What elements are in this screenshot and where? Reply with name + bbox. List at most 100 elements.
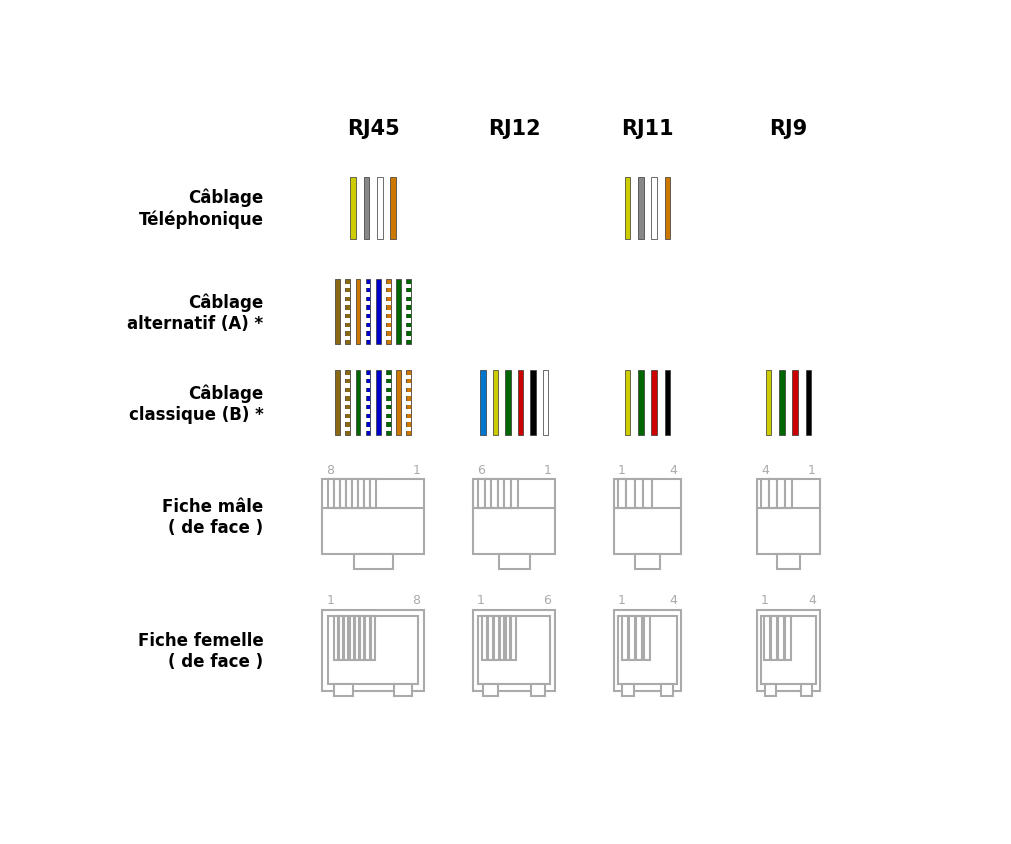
Bar	[406, 384, 411, 388]
Bar	[625, 371, 630, 436]
Bar	[323, 610, 425, 691]
Bar	[396, 371, 401, 436]
Bar	[346, 419, 350, 423]
Bar	[406, 401, 411, 406]
Bar	[651, 177, 657, 240]
Bar	[506, 371, 511, 436]
Bar	[625, 177, 630, 240]
Bar	[473, 480, 555, 555]
Bar	[346, 427, 350, 431]
Bar	[386, 301, 391, 306]
Bar	[406, 376, 411, 380]
Bar	[406, 280, 411, 345]
Bar	[323, 480, 425, 555]
Bar	[335, 480, 341, 508]
Bar	[406, 410, 411, 414]
Bar	[386, 384, 391, 388]
Bar	[664, 177, 670, 240]
Bar	[386, 376, 391, 380]
Bar	[364, 480, 370, 508]
Bar	[346, 327, 350, 332]
Bar	[518, 371, 524, 436]
Bar	[366, 293, 370, 297]
Bar	[473, 610, 555, 691]
Bar	[341, 480, 347, 508]
Bar	[793, 371, 798, 436]
Text: 1: 1	[761, 593, 769, 607]
Text: 1: 1	[477, 593, 485, 607]
Text: Fiche femelle
( de face ): Fiche femelle ( de face )	[137, 631, 264, 670]
Bar	[386, 401, 391, 406]
Bar	[386, 427, 391, 431]
Text: 4: 4	[669, 593, 676, 607]
Bar	[643, 480, 652, 508]
Text: 1: 1	[327, 593, 334, 607]
Bar	[406, 301, 411, 306]
Bar	[801, 684, 812, 696]
Bar	[614, 610, 680, 691]
Bar	[366, 376, 370, 380]
Bar	[627, 480, 635, 508]
Bar	[386, 371, 391, 436]
Bar	[364, 177, 369, 240]
Bar	[406, 284, 411, 289]
Bar	[771, 616, 776, 661]
Bar	[618, 616, 676, 684]
Bar	[406, 371, 411, 436]
Bar	[498, 555, 530, 570]
Bar	[478, 616, 550, 684]
Bar	[346, 284, 350, 289]
Bar	[664, 371, 670, 436]
Bar	[480, 371, 485, 436]
Bar	[483, 684, 497, 696]
Bar	[356, 371, 360, 436]
Bar	[629, 616, 635, 661]
Bar	[644, 616, 650, 661]
Bar	[785, 480, 793, 508]
Bar	[661, 684, 672, 696]
Bar	[366, 319, 370, 323]
Bar	[406, 293, 411, 297]
Bar	[366, 336, 370, 341]
Bar	[406, 419, 411, 423]
Text: 1: 1	[618, 593, 626, 607]
Bar	[636, 616, 642, 661]
Bar	[618, 480, 627, 508]
Bar	[386, 284, 391, 289]
Bar	[376, 280, 380, 345]
Bar	[366, 419, 370, 423]
Text: 1: 1	[618, 463, 626, 477]
Bar	[543, 371, 548, 436]
Bar	[352, 480, 358, 508]
Bar	[386, 293, 391, 297]
Bar	[366, 311, 370, 315]
Bar	[406, 319, 411, 323]
Text: 6: 6	[477, 463, 485, 477]
Bar	[499, 616, 504, 661]
Bar	[346, 301, 350, 306]
Bar	[406, 311, 411, 315]
Bar	[651, 371, 657, 436]
Bar	[512, 616, 516, 661]
Bar	[371, 616, 375, 661]
Bar	[393, 684, 411, 696]
Bar	[345, 616, 349, 661]
Bar	[377, 177, 382, 240]
Text: 8: 8	[327, 463, 335, 477]
Bar	[335, 684, 353, 696]
Bar	[386, 419, 391, 423]
Bar	[761, 616, 816, 684]
Bar	[366, 401, 370, 406]
Bar	[346, 376, 350, 380]
Bar	[346, 280, 350, 345]
Bar	[346, 336, 350, 341]
Bar	[776, 480, 785, 508]
Bar	[406, 327, 411, 332]
Bar	[491, 480, 497, 508]
Bar	[494, 616, 498, 661]
Text: 4: 4	[761, 463, 769, 477]
Bar	[386, 327, 391, 332]
Bar	[346, 293, 350, 297]
Bar	[638, 177, 643, 240]
Text: Câblage
alternatif (A) *: Câblage alternatif (A) *	[127, 293, 264, 333]
